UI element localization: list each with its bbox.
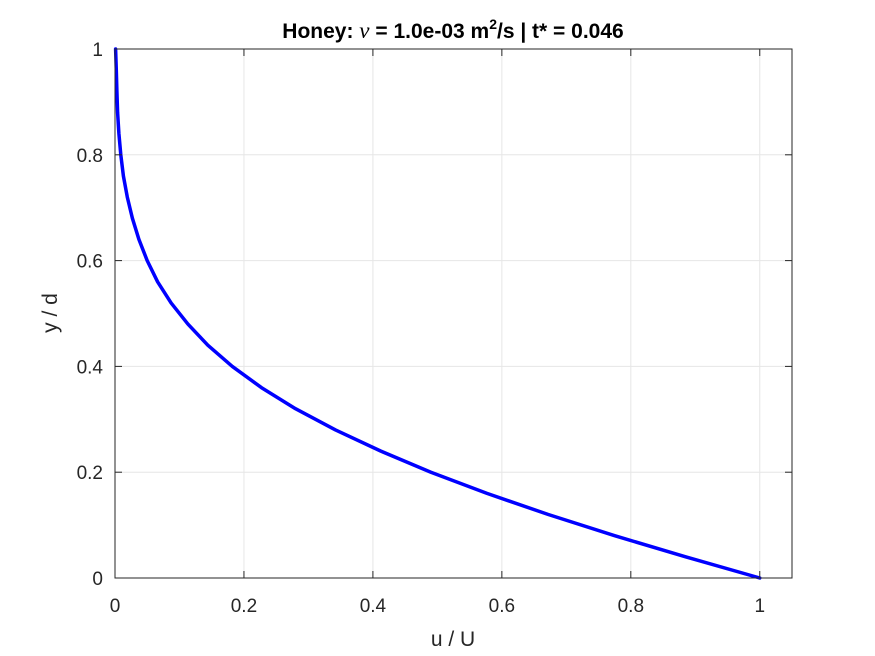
x-axis-label: u / U (431, 628, 475, 651)
plot-area (115, 49, 792, 578)
series-layer (113, 47, 762, 580)
y-tick-label: 0.8 (77, 146, 103, 167)
chart-title: Honey: ν = 1.0e-03 m2/s | t* = 0.046 (282, 16, 623, 43)
x-tick-label: 0.2 (231, 596, 257, 617)
ticks: 0 0.2 0.4 0.6 0.8 1 0 0.2 0.4 0.6 0.8 1 (77, 40, 792, 617)
y-tick-label: 0.4 (77, 357, 104, 378)
x-tick-label: 1 (754, 596, 765, 617)
y-tick-label: 1 (92, 40, 103, 61)
x-tick-label: 0.8 (618, 596, 644, 617)
y-tick-label: 0.2 (77, 463, 103, 484)
y-axis-label: y / d (39, 293, 62, 333)
x-tick-label: 0.6 (489, 596, 515, 617)
y-tick-label: 0 (92, 569, 103, 590)
y-tick-label: 0.6 (77, 252, 103, 273)
axes-box (114, 48, 793, 579)
velocity-profile-line (113, 47, 762, 580)
x-tick-label: 0 (110, 596, 121, 617)
x-tick-label: 0.4 (360, 596, 387, 617)
